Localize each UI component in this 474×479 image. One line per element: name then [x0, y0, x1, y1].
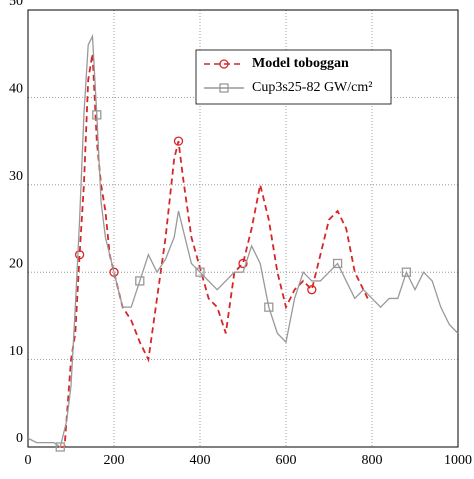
series-line: [60, 53, 369, 448]
marker: [264, 302, 274, 312]
marker: [195, 267, 205, 277]
marker: [173, 136, 184, 146]
marker: [135, 276, 145, 286]
marker: [219, 83, 229, 93]
marker: [401, 267, 412, 277]
y-tick-label: 40: [9, 82, 23, 97]
marker: [332, 258, 343, 269]
x-tick-label: 400: [190, 453, 211, 468]
x-tick-label: 800: [362, 453, 383, 468]
y-tick-label: 50: [9, 0, 23, 9]
x-tick-label: 1000: [444, 453, 472, 468]
legend-label: Cup3s25-82 GW/cm²: [252, 80, 372, 95]
marker: [74, 250, 85, 260]
series-line: [27, 33, 459, 449]
plot-frame: [27, 9, 459, 448]
y-tick-label: 20: [9, 256, 23, 271]
marker: [238, 258, 248, 269]
y-tick-label: 10: [9, 344, 23, 359]
marker: [109, 267, 119, 277]
x-tick-label: 600: [276, 453, 297, 468]
marker: [92, 110, 102, 120]
x-tick-label: 200: [104, 453, 125, 468]
marker: [219, 59, 229, 69]
legend-box: [195, 49, 392, 105]
y-tick-label: 30: [9, 169, 23, 184]
marker: [55, 442, 65, 452]
x-tick-label: 0: [25, 453, 32, 468]
legend-label: Model toboggan: [252, 56, 349, 71]
marker: [307, 285, 317, 295]
y-tick-label: 0: [16, 431, 23, 446]
